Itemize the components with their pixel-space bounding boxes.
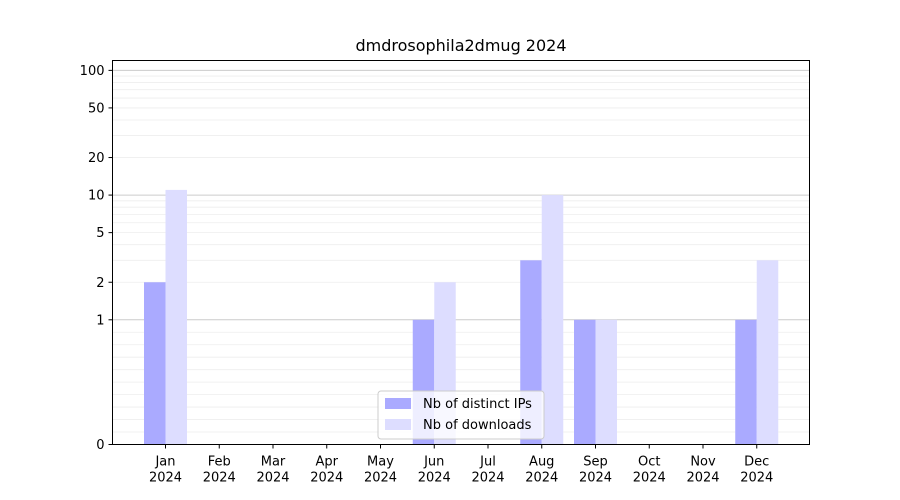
x-tick-label: Aug 2024 [525, 455, 558, 486]
x-tick-month: Jun [423, 455, 444, 470]
x-tick-year: 2024 [256, 471, 289, 486]
x-tick-month: Sep [583, 455, 608, 470]
bar-downloads [541, 195, 564, 445]
bar-downloads [756, 260, 779, 445]
x-tick-month: Oct [638, 455, 660, 470]
x-tick-label: Dec 2024 [740, 455, 773, 486]
x-tick-month: Feb [208, 455, 231, 470]
y-tick-label: 100 [80, 64, 105, 79]
y-tick-label: 0 [96, 438, 104, 453]
y-tick-label: 2 [96, 276, 104, 291]
x-tick-year: 2024 [310, 471, 343, 486]
x-tick-month: Jul [479, 455, 496, 470]
x-tick-month: Aug [529, 455, 554, 470]
x-tick-label: Mar 2024 [256, 455, 289, 486]
y-tick-label: 5 [96, 226, 104, 241]
x-tick-month: Jan [154, 455, 175, 470]
x-tick-year: 2024 [364, 471, 397, 486]
x-tick-label: Jan 2024 [149, 455, 182, 486]
x-tick-year: 2024 [149, 471, 182, 486]
y-tick-label: 50 [88, 101, 105, 116]
x-tick-year: 2024 [579, 471, 612, 486]
legend-swatch-distinct-ips [385, 398, 411, 409]
legend-box [377, 390, 545, 440]
legend-label-distinct-ips: Nb of distinct IPs [423, 397, 532, 412]
x-tick-label: Nov 2024 [686, 455, 719, 486]
legend-label-downloads: Nb of downloads [423, 418, 532, 433]
x-tick-label: Jun 2024 [418, 455, 451, 486]
bar-distinct-ips [735, 319, 757, 445]
x-tick-year: 2024 [203, 471, 236, 486]
y-tick-label: 1 [96, 313, 104, 328]
legend-swatch-downloads [385, 419, 411, 430]
x-tick-year: 2024 [525, 471, 558, 486]
bars-layer [144, 189, 779, 445]
x-tick-month: Apr [316, 455, 339, 470]
x-tick-label: Feb 2024 [203, 455, 236, 486]
chart-title: dmdrosophila2dmug 2024 [355, 36, 566, 55]
x-tick-label: Jul 2024 [471, 455, 504, 486]
x-tick-label: May 2024 [364, 455, 397, 486]
bar-downloads [595, 319, 617, 445]
x-tick-month: Dec [744, 455, 769, 470]
bar-distinct-ips [144, 282, 166, 445]
plot-frame [112, 60, 810, 445]
x-tick-month: Nov [690, 455, 716, 470]
legend: Nb of distinct IPs Nb of downloads [377, 390, 545, 440]
grid-layer [112, 69, 810, 433]
x-tick-month: May [367, 455, 394, 470]
x-tick-year: 2024 [686, 471, 719, 486]
y-tick-label: 10 [88, 189, 105, 204]
bar-downloads [165, 189, 187, 445]
bar-distinct-ips [574, 319, 596, 445]
y-tick-label: 20 [88, 151, 105, 166]
x-tick-year: 2024 [471, 471, 504, 486]
x-tick-label: Oct 2024 [633, 455, 666, 486]
x-tick-year: 2024 [740, 471, 773, 486]
x-tick-label: Sep 2024 [579, 455, 612, 486]
x-tick-year: 2024 [633, 471, 666, 486]
x-tick-year: 2024 [418, 471, 451, 486]
x-tick-label: Apr 2024 [310, 455, 343, 486]
x-tick-month: Mar [261, 455, 286, 470]
